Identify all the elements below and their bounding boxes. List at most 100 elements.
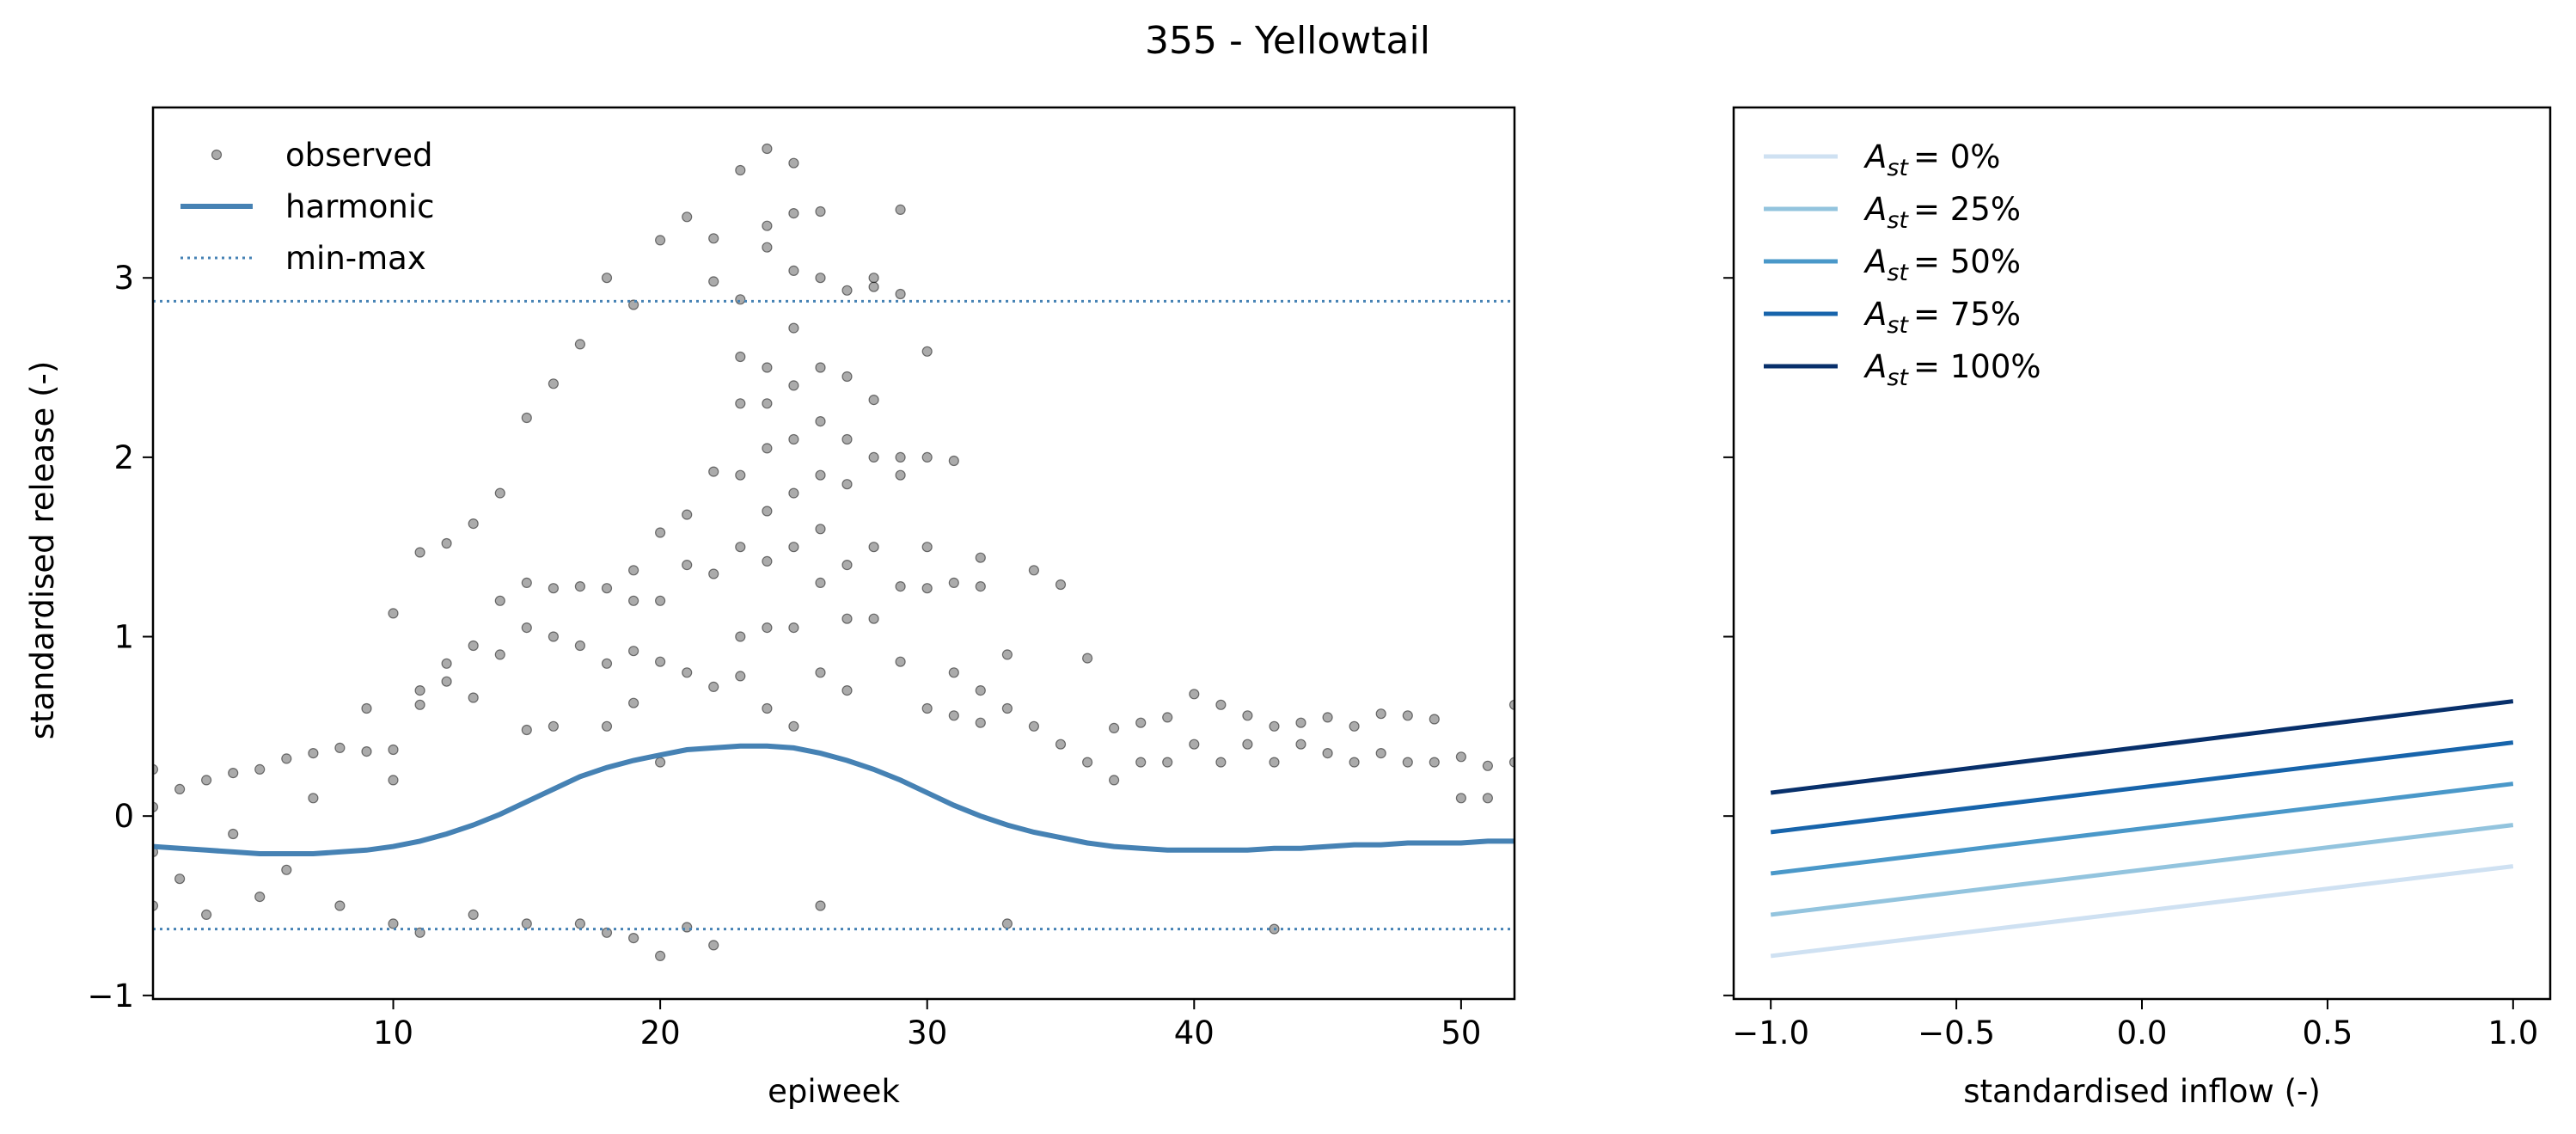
left-plot-area — [153, 143, 1514, 962]
observed-point — [361, 702, 372, 714]
left-y-tick-label: 1 — [113, 619, 134, 656]
observed-point — [788, 433, 799, 445]
observed-point — [1455, 793, 1467, 804]
left-x-tick-label: 40 — [1174, 1014, 1215, 1051]
left-y-axis-label: standardised release (-) — [24, 361, 61, 740]
left-x-tick-label: 30 — [907, 1014, 947, 1051]
observed-point — [868, 451, 879, 463]
observed-point — [1322, 747, 1333, 759]
observed-point — [574, 339, 586, 350]
observed-point — [468, 640, 479, 652]
observed-point — [1189, 689, 1200, 700]
observed-point — [1508, 699, 1514, 710]
observed-point — [868, 542, 879, 553]
observed-point — [895, 656, 906, 667]
observed-point — [762, 398, 773, 409]
legend-observed-marker — [211, 149, 223, 161]
observed-point — [708, 568, 719, 579]
observed-point — [762, 143, 773, 155]
observed-point — [574, 580, 586, 592]
right-plot-area — [1770, 699, 2514, 959]
observed-point — [388, 918, 399, 929]
observed-point — [281, 753, 292, 764]
observed-point — [788, 487, 799, 499]
observed-point — [1081, 653, 1093, 664]
right-axes: −1.0 −0.5 0.0 0.5 1.0 — [1723, 106, 2552, 1051]
observed-point — [708, 940, 719, 951]
chart-release-vs-inflow: −1.0 −0.5 0.0 0.5 1.0 Ast = 0% Ast = 25% Ast = 50… — [1723, 106, 2552, 1110]
observed-point — [548, 378, 560, 389]
observed-point — [735, 164, 746, 176]
left-x-tick-label: 10 — [373, 1014, 413, 1051]
observed-point — [654, 595, 666, 606]
observed-point — [388, 744, 399, 756]
observed-point — [682, 667, 693, 678]
chart-harmonic-release: 10 20 30 40 50 −1 0 1 2 3 observed harmonic min-max… — [24, 106, 1516, 1110]
observed-point — [361, 745, 372, 757]
observed-point — [735, 542, 746, 553]
observed-point — [975, 684, 986, 696]
observed-point — [494, 487, 505, 499]
observed-point — [815, 524, 826, 535]
observed-point — [548, 720, 560, 732]
observed-point — [153, 801, 159, 812]
observed-point — [441, 537, 452, 549]
observed-point — [228, 767, 239, 779]
observed-point — [1375, 747, 1386, 759]
observed-point — [868, 395, 879, 406]
ast-line-3 — [1770, 740, 2514, 835]
observed-point — [975, 580, 986, 592]
observed-point — [1269, 720, 1280, 732]
observed-point — [468, 518, 479, 530]
observed-point — [841, 371, 853, 383]
observed-point — [841, 559, 853, 571]
observed-point — [868, 613, 879, 624]
observed-point — [1402, 757, 1413, 768]
observed-point — [975, 717, 986, 728]
observed-point — [254, 763, 266, 775]
left-legend: observed harmonic min-max — [181, 137, 434, 277]
observed-point — [735, 294, 746, 305]
legend-harmonic-label: harmonic — [285, 188, 434, 225]
legend-ast-label-3: Ast = 75% — [1863, 296, 2021, 339]
observed-point — [281, 864, 292, 875]
legend-min-max-label: min-max — [285, 240, 426, 277]
observed-point — [841, 285, 853, 296]
observed-point — [174, 873, 186, 885]
observed-point — [1108, 775, 1120, 786]
legend-ast-label-1: Ast = 25% — [1863, 191, 2021, 234]
observed-point — [682, 922, 693, 933]
observed-point — [762, 702, 773, 714]
observed-point — [762, 622, 773, 634]
observed-point — [574, 918, 586, 929]
observed-point — [521, 918, 532, 929]
observed-point — [682, 559, 693, 571]
observed-point — [153, 900, 159, 911]
observed-point — [788, 542, 799, 553]
left-x-tick-label: 50 — [1441, 1014, 1481, 1051]
observed-point — [708, 466, 719, 477]
observed-point — [627, 646, 639, 657]
observed-point — [788, 380, 799, 391]
observed-point — [762, 506, 773, 517]
observed-point — [762, 443, 773, 454]
observed-point — [815, 667, 826, 678]
observed-point — [1295, 739, 1306, 750]
legend-observed-label: observed — [285, 137, 433, 174]
observed-point — [841, 613, 853, 624]
left-x-axis-label: epiweek — [768, 1073, 900, 1110]
observed-point — [1508, 757, 1514, 768]
observed-point — [1482, 793, 1494, 804]
observed-point — [1349, 720, 1360, 732]
observed-point — [682, 211, 693, 223]
right-x-tick-label: −1.0 — [1732, 1014, 1809, 1051]
observed-point — [735, 469, 746, 481]
observed-point — [1375, 708, 1386, 720]
observed-point — [815, 362, 826, 373]
observed-point — [895, 204, 906, 215]
left-y-tick-label: 2 — [113, 439, 134, 476]
ast-line-1 — [1770, 823, 2514, 917]
observed-point — [708, 681, 719, 693]
observed-point — [735, 631, 746, 642]
